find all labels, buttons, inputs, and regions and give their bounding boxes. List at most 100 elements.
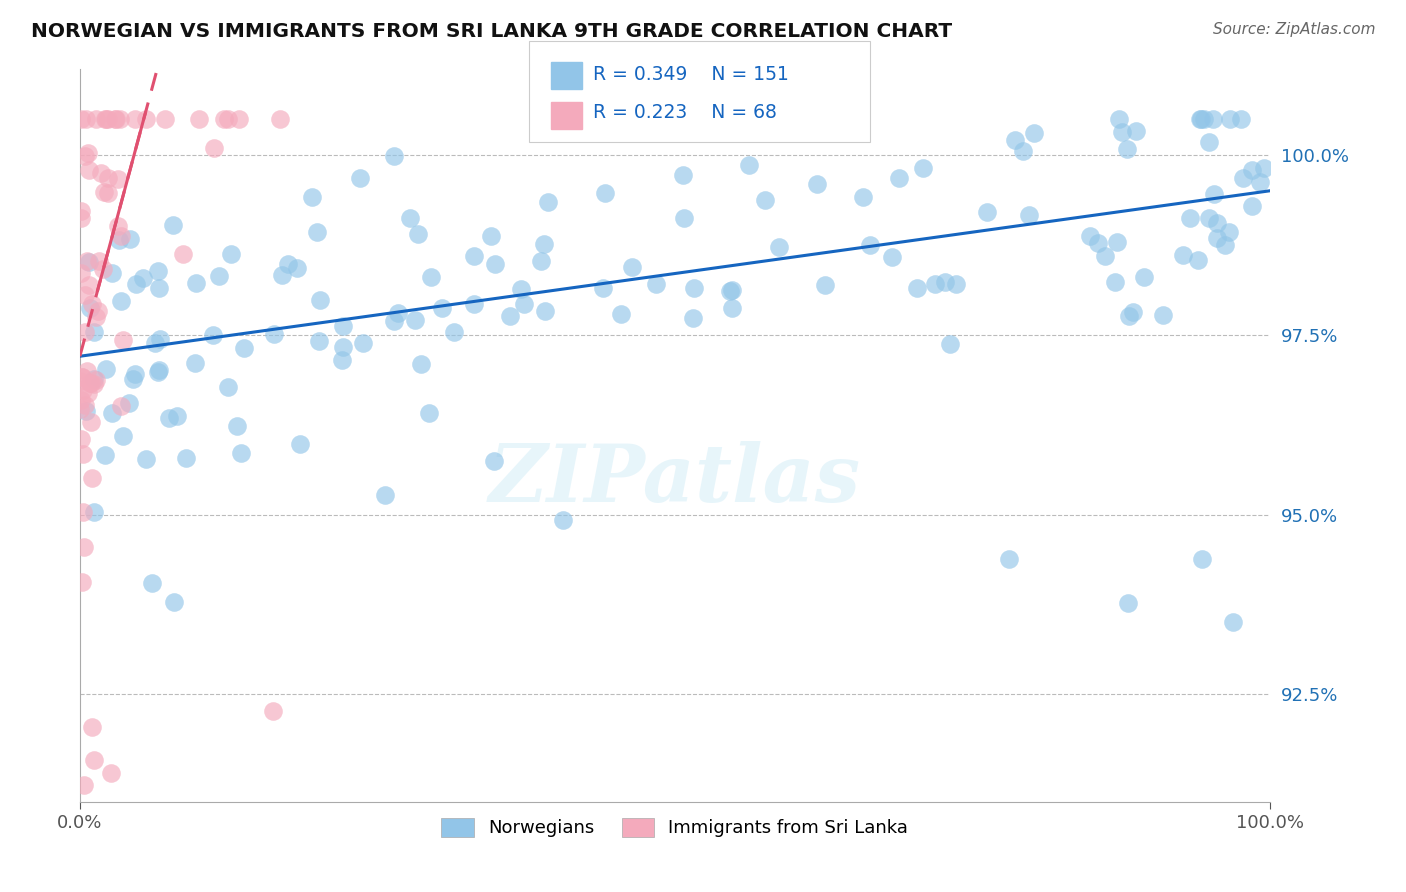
- Point: [533, 236, 555, 251]
- Point: [308, 293, 330, 308]
- Point: [1205, 230, 1227, 244]
- Point: [924, 277, 946, 292]
- Point: [87, 303, 110, 318]
- Point: [277, 257, 299, 271]
- Point: [108, 112, 131, 126]
- Point: [80, 416, 103, 430]
- Point: [288, 437, 311, 451]
- Point: [463, 249, 485, 263]
- Point: [125, 277, 148, 292]
- Point: [645, 277, 668, 292]
- Point: [1205, 216, 1227, 230]
- Point: [79, 376, 101, 390]
- Point: [76, 364, 98, 378]
- Point: [69, 401, 91, 416]
- Point: [107, 172, 129, 186]
- Point: [70, 432, 93, 446]
- Point: [80, 376, 103, 390]
- Point: [1253, 161, 1275, 175]
- Point: [1218, 225, 1240, 239]
- Point: [77, 386, 100, 401]
- Point: [387, 306, 409, 320]
- Point: [77, 277, 100, 292]
- Point: [263, 326, 285, 341]
- Point: [110, 229, 132, 244]
- Point: [1198, 211, 1220, 226]
- Point: [768, 240, 790, 254]
- Point: [998, 552, 1021, 566]
- Point: [89, 253, 111, 268]
- Point: [1111, 125, 1133, 139]
- Text: ZIPatlas: ZIPatlas: [489, 441, 860, 518]
- Point: [1125, 124, 1147, 138]
- Point: [75, 149, 97, 163]
- Point: [721, 301, 744, 316]
- Point: [419, 269, 441, 284]
- Point: [69, 211, 91, 226]
- Point: [69, 374, 91, 388]
- Point: [1118, 596, 1140, 610]
- Point: [217, 112, 239, 126]
- Text: R = 0.223    N = 68: R = 0.223 N = 68: [593, 103, 778, 121]
- Point: [672, 168, 695, 182]
- Point: [83, 377, 105, 392]
- Point: [432, 301, 454, 315]
- Point: [482, 454, 505, 468]
- Point: [124, 112, 146, 126]
- Point: [610, 307, 633, 321]
- Point: [80, 720, 103, 734]
- Point: [73, 288, 96, 302]
- Point: [201, 328, 224, 343]
- Point: [332, 319, 354, 334]
- Point: [94, 112, 117, 126]
- Point: [382, 149, 405, 163]
- Point: [481, 229, 503, 244]
- Point: [162, 218, 184, 232]
- Point: [1022, 126, 1045, 140]
- Point: [1173, 248, 1195, 262]
- Point: [121, 372, 143, 386]
- Point: [1105, 235, 1128, 249]
- Point: [828, 112, 851, 126]
- Point: [1192, 112, 1215, 126]
- Point: [76, 254, 98, 268]
- Point: [330, 353, 353, 368]
- Point: [97, 112, 120, 126]
- Point: [406, 227, 429, 241]
- Point: [1240, 163, 1263, 178]
- Point: [349, 170, 371, 185]
- Point: [882, 250, 904, 264]
- Point: [118, 395, 141, 409]
- Point: [100, 765, 122, 780]
- Point: [1133, 269, 1156, 284]
- Point: [911, 161, 934, 175]
- Point: [77, 254, 100, 268]
- Point: [132, 270, 155, 285]
- Point: [352, 336, 374, 351]
- Point: [1180, 211, 1202, 226]
- Point: [219, 247, 242, 261]
- Point: [945, 277, 967, 291]
- Point: [1108, 112, 1130, 126]
- Point: [499, 309, 522, 323]
- Point: [141, 575, 163, 590]
- Point: [84, 112, 107, 126]
- Point: [1191, 552, 1213, 566]
- Point: [905, 281, 928, 295]
- Point: [73, 398, 96, 412]
- Point: [673, 211, 696, 225]
- Point: [269, 112, 291, 126]
- Point: [83, 371, 105, 385]
- Point: [225, 419, 247, 434]
- Point: [172, 247, 194, 261]
- Point: [110, 293, 132, 308]
- Point: [228, 112, 250, 126]
- Point: [806, 178, 828, 192]
- Point: [1232, 171, 1254, 186]
- Point: [148, 363, 170, 377]
- Point: [188, 112, 211, 126]
- Point: [399, 211, 422, 225]
- Point: [720, 284, 742, 298]
- Point: [76, 146, 98, 161]
- Point: [108, 234, 131, 248]
